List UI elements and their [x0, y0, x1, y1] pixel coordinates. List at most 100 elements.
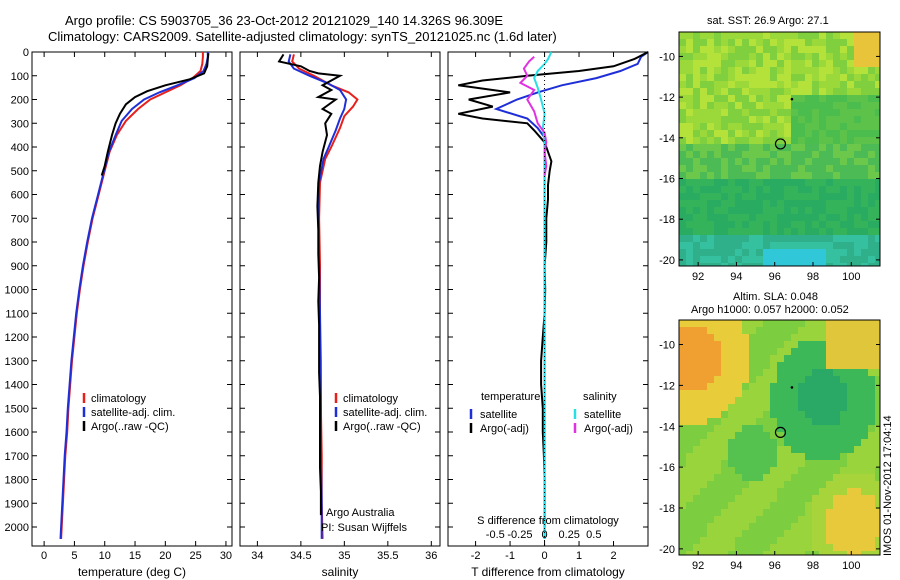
map-cell — [714, 263, 721, 266]
map-cell — [812, 446, 819, 453]
map-cell — [875, 130, 880, 137]
map-cell — [756, 221, 763, 228]
map-cell — [854, 376, 861, 383]
map-cell — [854, 165, 861, 172]
map-cell — [735, 39, 742, 46]
map-cell — [840, 172, 847, 179]
map-cell — [798, 165, 805, 172]
map-cell — [721, 327, 728, 334]
map-cell — [812, 32, 819, 39]
map-cell — [812, 81, 819, 88]
map-cell — [784, 327, 791, 334]
map-cell — [798, 516, 805, 523]
map-cell — [714, 453, 721, 460]
map-cell — [784, 67, 791, 74]
map-cell — [819, 432, 826, 439]
map-cell — [854, 397, 861, 404]
map-cell — [742, 376, 749, 383]
map-cell — [840, 446, 847, 453]
map-cell — [868, 165, 875, 172]
map-cell — [742, 404, 749, 411]
map-cell — [728, 495, 735, 502]
map-cell — [861, 467, 868, 474]
map-cell — [756, 341, 763, 348]
map-cell — [728, 95, 735, 102]
map-cell — [742, 362, 749, 369]
map-cell — [805, 516, 812, 523]
map-cell — [763, 46, 770, 53]
map-cell — [861, 144, 868, 151]
map-cell — [742, 327, 749, 334]
map-cell — [763, 453, 770, 460]
map-cell — [847, 334, 854, 341]
map-cell — [679, 228, 686, 235]
map-cell — [826, 123, 833, 130]
map-cell — [847, 530, 854, 537]
map-cell — [777, 32, 784, 39]
map-cell — [854, 207, 861, 214]
map-cell — [847, 256, 854, 263]
map-cell — [707, 446, 714, 453]
map-cell — [770, 67, 777, 74]
map-cell — [847, 200, 854, 207]
map-cell — [812, 474, 819, 481]
map-cell — [728, 158, 735, 165]
map-cell — [749, 165, 756, 172]
map-cell — [728, 334, 735, 341]
map-cell — [749, 53, 756, 60]
map-cell — [721, 102, 728, 109]
map-cell — [777, 228, 784, 235]
map-cell — [686, 144, 693, 151]
map-cell — [707, 362, 714, 369]
map-cell — [875, 488, 880, 495]
map-cell — [749, 341, 756, 348]
map-cell — [833, 481, 840, 488]
map-cell — [812, 207, 819, 214]
map-cell — [840, 165, 847, 172]
map-cell — [805, 151, 812, 158]
map-cell — [868, 404, 875, 411]
map-cell — [840, 495, 847, 502]
map-cell — [693, 32, 700, 39]
map-cell — [868, 214, 875, 221]
map-cell — [714, 200, 721, 207]
map-cell — [868, 116, 875, 123]
map-cell — [875, 32, 880, 39]
map-cell — [840, 516, 847, 523]
map-cell — [798, 327, 805, 334]
map-cell — [798, 425, 805, 432]
map-cell — [819, 383, 826, 390]
map-cell — [721, 411, 728, 418]
map-cell — [686, 537, 693, 544]
map-cell — [805, 81, 812, 88]
map-cell — [840, 249, 847, 256]
map-cell — [749, 81, 756, 88]
map-cell — [791, 130, 798, 137]
map-cell — [847, 488, 854, 495]
map-cell — [763, 158, 770, 165]
map-cell — [777, 509, 784, 516]
map-cell — [749, 228, 756, 235]
map-cell — [854, 144, 861, 151]
map-cell — [700, 67, 707, 74]
map-cell — [749, 397, 756, 404]
map-cell — [777, 495, 784, 502]
map-cell — [861, 327, 868, 334]
map-cell — [833, 488, 840, 495]
map-cell — [875, 81, 880, 88]
map-cell — [847, 235, 854, 242]
map-cell — [791, 446, 798, 453]
map-cell — [777, 320, 784, 327]
map-cell — [707, 60, 714, 67]
map-cell — [805, 207, 812, 214]
map-cell — [686, 116, 693, 123]
map-cell — [693, 53, 700, 60]
map-cell — [798, 460, 805, 467]
map-cell — [735, 481, 742, 488]
map-cell — [791, 186, 798, 193]
map-cell — [770, 439, 777, 446]
map-cell — [819, 320, 826, 327]
map-cell — [791, 383, 798, 390]
map-cell — [868, 74, 875, 81]
map-cell — [847, 481, 854, 488]
